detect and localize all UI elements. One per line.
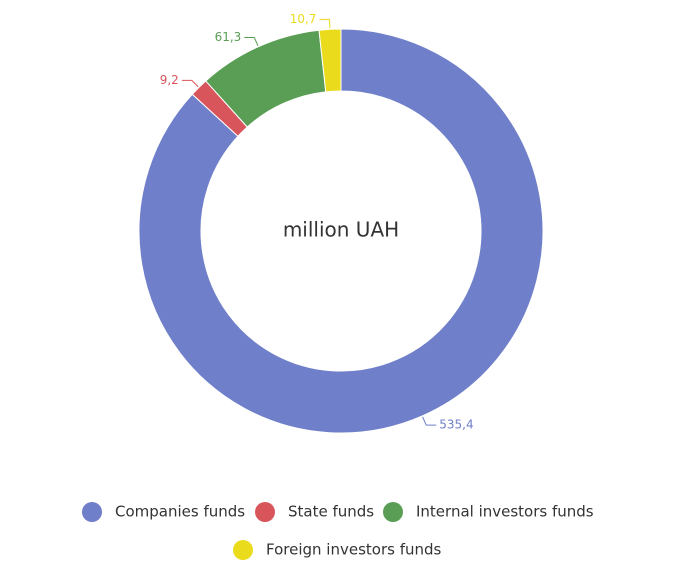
data-label: 10,7	[290, 12, 317, 26]
legend-swatch	[233, 540, 253, 560]
data-label: 9,2	[160, 73, 179, 87]
donut-segment	[318, 28, 342, 93]
legend-swatch	[82, 502, 102, 522]
leader-line	[244, 37, 259, 46]
leader-line	[422, 416, 437, 426]
legend-label: Internal investors funds	[416, 503, 594, 521]
donut-segment	[138, 28, 544, 434]
legend-label: Foreign investors funds	[266, 541, 442, 559]
leader-line	[319, 18, 331, 29]
legend-label: State funds	[288, 503, 374, 521]
data-label: 61,3	[215, 30, 242, 44]
legend-swatch	[255, 502, 275, 522]
data-label: 535,4	[439, 418, 473, 432]
legend-swatch	[383, 502, 403, 522]
center-label: million UAH	[283, 218, 399, 242]
legend-label: Companies funds	[115, 503, 245, 521]
leader-line	[181, 79, 199, 88]
